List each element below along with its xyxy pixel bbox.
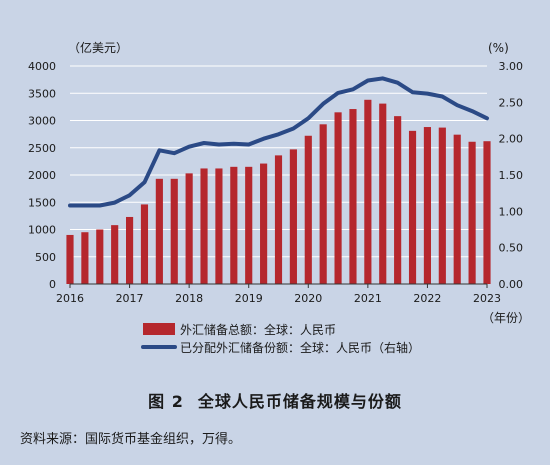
bar — [125, 216, 134, 284]
bar — [140, 204, 149, 284]
figure-title: 全球人民币储备规模与份额 — [197, 392, 402, 411]
bar — [364, 99, 372, 284]
legend-line-label: 已分配外汇储备份额：全球：人民币（右轴） — [180, 340, 420, 355]
x-axis-unit: （年份） — [482, 311, 530, 325]
bar — [96, 229, 104, 284]
bar — [200, 168, 208, 284]
y-right-tick-label: 2.00 — [499, 133, 524, 146]
x-tick-label: 2016 — [56, 292, 84, 305]
bar — [468, 141, 476, 284]
y-left-tick-label: 500 — [35, 251, 56, 264]
bar — [111, 225, 119, 284]
share-line — [68, 76, 489, 208]
chart: 4000 3500 3000 2500 2000 1500 1000 500 0 3.00 2.50… — [28, 40, 530, 355]
x-tick-label: 2017 — [116, 292, 144, 305]
bar-series — [66, 99, 491, 285]
bar — [453, 134, 461, 284]
x-tick-label: 2023 — [473, 292, 501, 305]
y-left-tick-label: 1500 — [28, 196, 56, 209]
source-note: 资料来源：国际货币基金组织，万得。 — [20, 432, 242, 447]
figure-caption: 图 2 全球人民币储备规模与份额 — [0, 388, 550, 412]
bar — [81, 232, 89, 284]
right-axis-unit: (%) — [488, 41, 509, 55]
left-axis-unit: （亿美元） — [68, 40, 128, 55]
bar — [245, 166, 253, 284]
y-left-tick-label: 2500 — [28, 142, 56, 155]
y-right-tick-label: 1.00 — [499, 205, 524, 218]
figure-number: 图 2 — [148, 392, 184, 411]
y-left-tick-label: 0 — [49, 278, 56, 291]
y-right-tick-label: 0.00 — [499, 278, 524, 291]
y-right-tick-label: 3.00 — [499, 60, 524, 73]
y-right-tick-label: 0.50 — [499, 242, 524, 255]
bar — [155, 178, 163, 284]
y-left-tick-label: 3000 — [28, 115, 56, 128]
bar — [274, 155, 283, 284]
bar — [423, 127, 432, 284]
bar — [215, 168, 223, 284]
x-tick-label: 2021 — [354, 292, 382, 305]
x-tick-label: 2018 — [175, 292, 203, 305]
bar — [334, 112, 342, 284]
y-right-tick-label: 1.50 — [499, 169, 524, 182]
y-left-tick-label: 1000 — [28, 224, 56, 237]
bar — [289, 149, 297, 284]
x-tick-label: 2019 — [235, 292, 263, 305]
bar — [408, 130, 417, 284]
bar — [349, 109, 357, 285]
legend-bar-swatch — [143, 323, 175, 335]
y-left-tick-label: 4000 — [28, 60, 56, 73]
legend: 外汇储备总额：全球：人民币 已分配外汇储备份额：全球：人民币（右轴） — [141, 322, 420, 355]
x-tick-label: 2022 — [413, 292, 441, 305]
bar — [394, 116, 402, 284]
bar — [304, 135, 312, 284]
axes: 4000 3500 3000 2500 2000 1500 1000 500 0 3.00 2.50… — [28, 60, 523, 305]
bar — [66, 234, 74, 284]
bar — [185, 173, 193, 284]
bar — [438, 127, 446, 285]
bar — [319, 124, 327, 284]
legend-bar-label: 外汇储备总额：全球：人民币 — [180, 322, 336, 337]
y-right-tick-label: 2.50 — [499, 96, 524, 109]
bar — [230, 166, 238, 284]
y-left-tick-label: 3500 — [28, 87, 56, 100]
bar — [260, 163, 268, 284]
y-left-tick-label: 2000 — [28, 169, 56, 182]
bar — [483, 141, 491, 284]
bar — [379, 103, 387, 284]
bar — [170, 178, 178, 284]
x-tick-label: 2020 — [294, 292, 322, 305]
